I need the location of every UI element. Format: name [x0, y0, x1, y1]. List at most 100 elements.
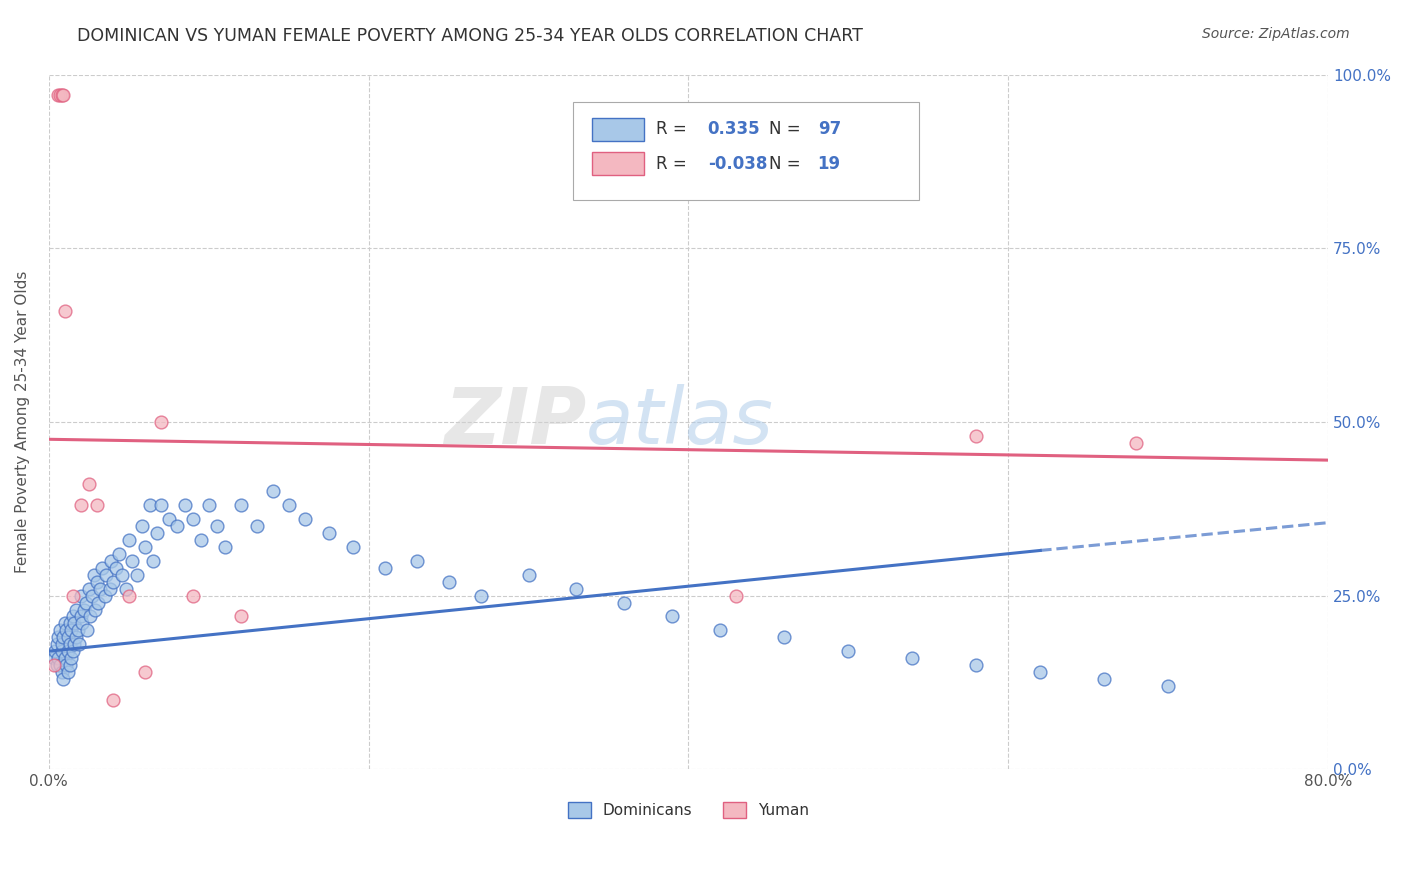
- Text: 0.335: 0.335: [707, 120, 761, 138]
- Point: [1157, 679, 1180, 693]
- Point: [1125, 435, 1147, 450]
- Point: [517, 567, 540, 582]
- Point: [342, 540, 364, 554]
- Point: [104, 561, 127, 575]
- Text: 97: 97: [818, 120, 841, 138]
- Legend: Dominicans, Yuman: Dominicans, Yuman: [561, 796, 815, 824]
- Point: [73, 602, 96, 616]
- Point: [84, 602, 107, 616]
- Point: [118, 533, 141, 547]
- Point: [318, 526, 340, 541]
- Point: [63, 637, 86, 651]
- Point: [118, 589, 141, 603]
- Point: [1092, 672, 1115, 686]
- Point: [53, 303, 76, 318]
- Point: [58, 616, 80, 631]
- Text: 19: 19: [818, 155, 841, 173]
- Point: [277, 498, 299, 512]
- Point: [173, 498, 195, 512]
- Point: [63, 616, 86, 631]
- Point: [96, 567, 118, 582]
- Point: [49, 658, 72, 673]
- Point: [77, 477, 100, 491]
- Point: [262, 484, 284, 499]
- Point: [53, 616, 76, 631]
- Point: [100, 554, 122, 568]
- Point: [46, 88, 69, 103]
- Point: [613, 596, 636, 610]
- Point: [470, 589, 492, 603]
- Point: [709, 624, 731, 638]
- Point: [55, 658, 77, 673]
- Point: [149, 498, 172, 512]
- Point: [294, 512, 316, 526]
- Text: Source: ZipAtlas.com: Source: ZipAtlas.com: [1202, 27, 1350, 41]
- Point: [58, 637, 80, 651]
- Point: [149, 415, 172, 429]
- Point: [53, 651, 76, 665]
- Point: [46, 630, 69, 644]
- Text: N =: N =: [769, 155, 806, 173]
- Point: [76, 624, 98, 638]
- Text: -0.038: -0.038: [707, 155, 768, 173]
- Point: [101, 693, 124, 707]
- Point: [773, 630, 796, 644]
- Point: [77, 582, 100, 596]
- Point: [837, 644, 859, 658]
- Point: [181, 589, 204, 603]
- Point: [197, 498, 219, 512]
- Point: [56, 630, 79, 644]
- Point: [56, 644, 79, 658]
- Point: [229, 609, 252, 624]
- Point: [51, 637, 73, 651]
- Point: [80, 589, 103, 603]
- Point: [67, 637, 90, 651]
- Point: [142, 554, 165, 568]
- Point: [62, 609, 84, 624]
- Point: [138, 498, 160, 512]
- Text: N =: N =: [769, 120, 806, 138]
- Point: [725, 589, 748, 603]
- Point: [190, 533, 212, 547]
- Point: [42, 658, 65, 673]
- Point: [49, 624, 72, 638]
- Text: DOMINICAN VS YUMAN FEMALE POVERTY AMONG 25-34 YEAR OLDS CORRELATION CHART: DOMINICAN VS YUMAN FEMALE POVERTY AMONG …: [77, 27, 863, 45]
- Text: ZIP: ZIP: [444, 384, 586, 460]
- Point: [58, 658, 80, 673]
- FancyBboxPatch shape: [574, 103, 918, 200]
- Point: [46, 651, 69, 665]
- Point: [65, 630, 87, 644]
- Point: [51, 665, 73, 679]
- Point: [1029, 665, 1052, 679]
- Point: [62, 589, 84, 603]
- Point: [86, 574, 108, 589]
- Point: [146, 526, 169, 541]
- Point: [965, 658, 987, 673]
- Point: [205, 519, 228, 533]
- Point: [111, 567, 134, 582]
- Point: [89, 582, 111, 596]
- Point: [62, 644, 84, 658]
- Y-axis label: Female Poverty Among 25-34 Year Olds: Female Poverty Among 25-34 Year Olds: [15, 271, 30, 573]
- Point: [42, 651, 65, 665]
- Point: [45, 637, 67, 651]
- Point: [87, 596, 110, 610]
- Point: [93, 589, 115, 603]
- Point: [965, 429, 987, 443]
- Bar: [592, 153, 644, 175]
- Point: [101, 574, 124, 589]
- Point: [157, 512, 180, 526]
- Point: [246, 519, 269, 533]
- Point: [86, 498, 108, 512]
- Point: [437, 574, 460, 589]
- Point: [90, 561, 112, 575]
- Point: [51, 644, 73, 658]
- Bar: [592, 118, 644, 141]
- Point: [66, 624, 89, 638]
- Point: [108, 547, 131, 561]
- Point: [229, 498, 252, 512]
- Point: [69, 498, 91, 512]
- Point: [69, 589, 91, 603]
- Point: [134, 540, 156, 554]
- Point: [44, 644, 66, 658]
